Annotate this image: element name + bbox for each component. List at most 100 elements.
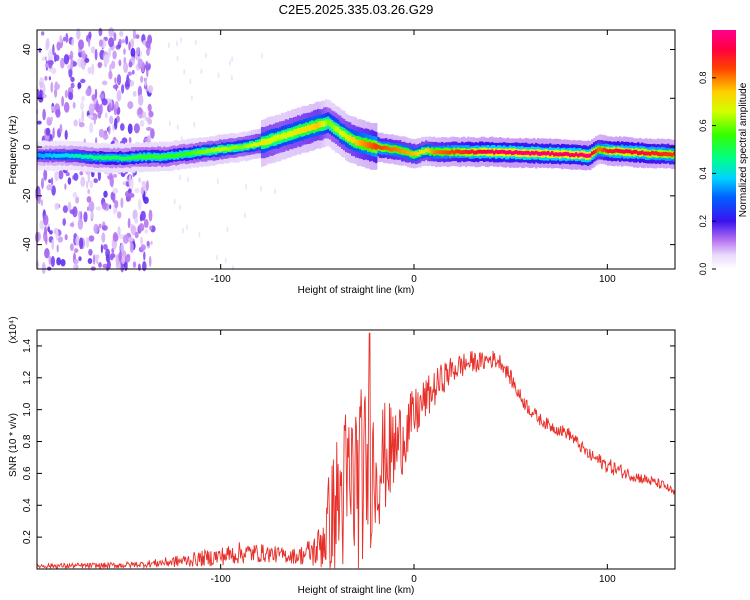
noise-speck	[129, 175, 132, 187]
noise-speck	[260, 186, 262, 192]
noise-speck	[100, 104, 103, 115]
noise-speck	[99, 224, 102, 229]
noise-speck	[121, 257, 125, 265]
noise-speck	[115, 101, 119, 109]
noise-speck	[134, 188, 139, 193]
noise-speck	[142, 112, 146, 119]
noise-speck	[231, 75, 233, 81]
noise-speck	[54, 171, 59, 182]
chart-title: C2E5.2025.335.03.26.G29	[279, 2, 434, 17]
noise-speck	[62, 218, 66, 226]
noise-speck	[101, 244, 103, 253]
x-tick-label: -100	[211, 274, 231, 285]
y-tick-label: 0.6	[22, 466, 33, 480]
noise-speck	[81, 50, 85, 59]
noise-speck	[46, 117, 51, 126]
noise-speck	[144, 229, 148, 234]
noise-speck	[135, 232, 139, 239]
noise-speck	[81, 111, 84, 123]
noise-speck	[109, 116, 113, 124]
noise-speck	[50, 82, 53, 93]
noise-speck	[140, 237, 143, 246]
snr-panel: -100 0 100 0.20.40.60.81.01.21.4 Height of…	[8, 316, 675, 596]
noise-speck	[51, 256, 55, 267]
colorbar-label: Normalized spectral amplitude	[738, 82, 749, 217]
snr-x-label: Height of straight line (km)	[298, 585, 415, 596]
noise-speck	[109, 204, 111, 209]
noise-speck	[183, 69, 185, 75]
noise-speck	[74, 248, 78, 253]
spectrogram-panel: -100 0 100 -40-2002040 Height of straight …	[8, 27, 675, 296]
noise-speck	[79, 171, 83, 175]
noise-speck	[138, 94, 143, 106]
noise-speck	[217, 72, 219, 78]
noise-speck	[41, 178, 44, 189]
noise-speck	[117, 211, 121, 218]
noise-speck	[60, 124, 63, 133]
noise-speck	[274, 188, 276, 194]
noise-speck	[103, 191, 107, 198]
noise-speck	[70, 77, 74, 82]
noise-speck	[55, 109, 60, 118]
spectrogram-y-label: Frequency (Hz)	[8, 116, 19, 185]
noise-speck	[200, 68, 202, 74]
noise-speck	[128, 189, 132, 193]
noise-speck	[177, 55, 179, 61]
noise-speck	[189, 78, 191, 84]
noise-speck	[89, 235, 95, 242]
noise-speck	[141, 187, 144, 195]
noise-speck	[65, 130, 68, 140]
noise-speck	[64, 54, 69, 65]
noise-speck	[43, 214, 49, 225]
noise-speck	[88, 67, 93, 74]
noise-speck	[54, 203, 59, 211]
noise-speck	[54, 52, 57, 62]
noise-speck	[186, 224, 188, 230]
noise-speck	[133, 29, 136, 39]
noise-speck	[182, 228, 184, 234]
noise-speck	[142, 181, 146, 187]
noise-speck	[83, 212, 87, 223]
y-tick-label: 0.8	[22, 434, 33, 448]
noise-speck	[43, 84, 46, 94]
noise-speck	[111, 61, 115, 70]
noise-speck	[138, 107, 142, 115]
noise-speck	[80, 102, 84, 111]
noise-speck	[102, 98, 108, 105]
noise-speck	[89, 201, 95, 212]
noise-speck	[119, 31, 123, 37]
noise-speck	[88, 249, 92, 256]
noise-speck	[229, 60, 231, 66]
noise-speck	[216, 255, 218, 261]
noise-speck	[118, 60, 121, 67]
colorbar-gradient	[712, 30, 736, 269]
noise-speck	[133, 91, 137, 97]
noise-speck	[93, 224, 98, 234]
noise-speck	[113, 85, 119, 90]
x-tick-label: 0	[411, 274, 417, 285]
noise-speck	[147, 119, 152, 125]
noise-speck	[146, 180, 149, 191]
noise-speck	[52, 127, 54, 138]
noise-speck	[108, 125, 110, 134]
noise-speck	[73, 173, 78, 181]
noise-speck	[46, 128, 51, 136]
noise-speck	[98, 62, 102, 68]
noise-speck	[90, 181, 94, 189]
noise-speck	[43, 169, 47, 181]
noise-speck	[77, 82, 81, 89]
noise-speck	[227, 227, 229, 233]
y-tick-label: 1.4	[22, 339, 33, 353]
noise-speck	[117, 74, 121, 85]
noise-speck	[142, 261, 147, 271]
noise-speck	[148, 85, 153, 93]
noise-speck	[102, 81, 108, 86]
noise-speck	[125, 255, 131, 263]
noise-speck	[42, 109, 46, 120]
noise-speck	[105, 112, 108, 118]
noise-speck	[149, 210, 153, 222]
noise-speck	[88, 172, 90, 184]
noise-speck	[128, 124, 133, 135]
snr-y-multiplier: (x10⁴)	[8, 316, 19, 343]
